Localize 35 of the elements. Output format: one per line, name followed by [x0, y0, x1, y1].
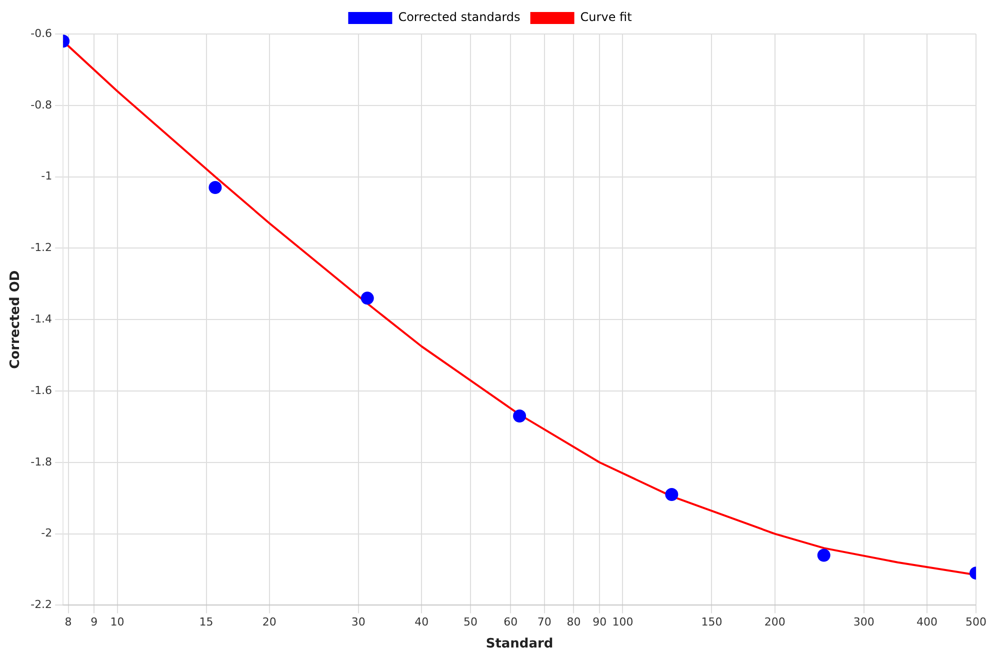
x-tick-label: 9 — [90, 616, 98, 629]
x-axis-title: Standard — [486, 636, 554, 652]
y-axis-title: Corrected OD — [8, 270, 24, 369]
x-tick-label: 40 — [414, 616, 429, 629]
legend-label: Curve fit — [580, 10, 632, 24]
x-tick-label: 500 — [966, 616, 986, 629]
y-tick-label: -1.6 — [30, 384, 52, 397]
legend-label: Corrected standards — [398, 10, 520, 24]
x-tick-label: 8 — [64, 616, 72, 629]
x-tick-label: 150 — [701, 616, 722, 629]
x-tick-label: 60 — [504, 616, 518, 629]
y-tick-label: -0.8 — [30, 98, 52, 112]
x-tick-label: 30 — [351, 616, 366, 629]
y-tick-label: -2.2 — [30, 598, 52, 612]
y-tick-label: -0.6 — [30, 26, 52, 40]
x-tick-label: 20 — [262, 616, 276, 629]
x-tick-label: 90 — [592, 616, 607, 629]
point — [665, 488, 678, 502]
y-tick-label: -1.8 — [30, 455, 52, 468]
x-tick-label: 10 — [110, 616, 124, 629]
point — [817, 548, 830, 562]
x-tick-label: 400 — [916, 616, 938, 629]
y-tick-label: -1.4 — [30, 312, 52, 326]
x-tick-label: 300 — [853, 616, 874, 629]
x-tick-label: 100 — [612, 616, 634, 629]
y-tick-label: -1 — [41, 170, 52, 183]
y-tick-label: -1.2 — [30, 241, 52, 254]
x-tick-label: 80 — [566, 616, 581, 629]
point — [513, 409, 526, 422]
x-tick-label: 50 — [464, 616, 478, 629]
y-tick-label: -2 — [41, 526, 52, 540]
x-tick-label: 15 — [199, 616, 214, 629]
point — [360, 292, 374, 305]
x-tick-label: 70 — [537, 616, 552, 629]
x-tick-label: 200 — [764, 616, 786, 629]
